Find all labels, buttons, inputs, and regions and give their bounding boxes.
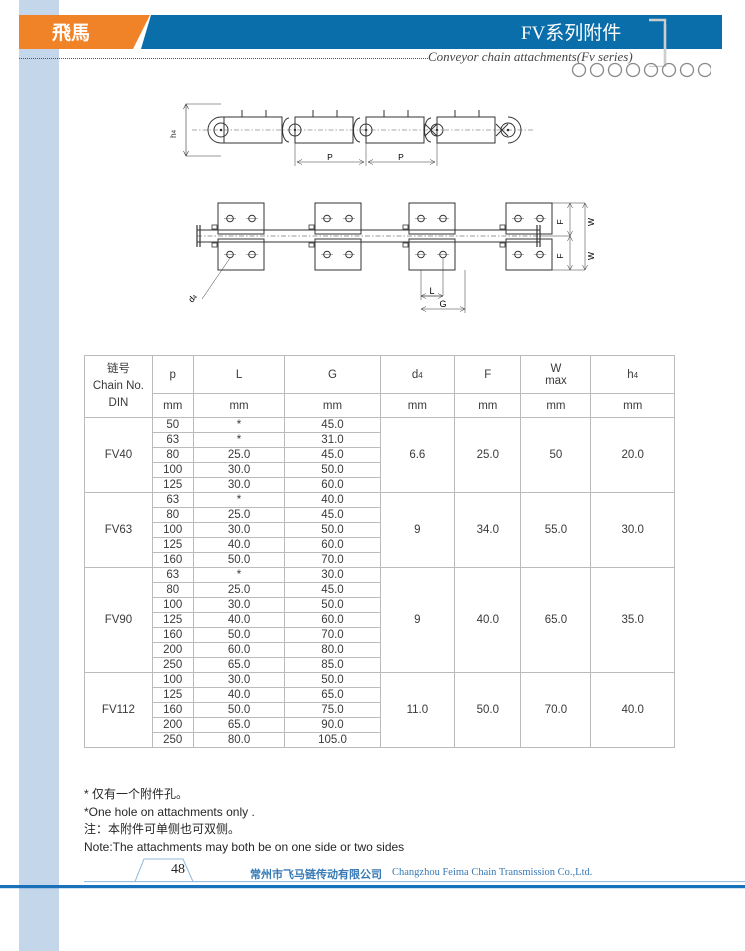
svg-text:W: W <box>586 218 596 226</box>
svg-text:F: F <box>555 253 565 258</box>
svg-text:d4: d4 <box>186 291 199 304</box>
svg-text:h4: h4 <box>168 129 178 138</box>
svg-text:P: P <box>398 152 404 162</box>
svg-text:FV系列附件: FV系列附件 <box>521 22 621 44</box>
svg-text:L: L <box>429 286 434 296</box>
svg-text:F: F <box>555 219 565 224</box>
svg-text:W: W <box>586 252 596 260</box>
svg-text:飛馬: 飛馬 <box>52 22 90 44</box>
svg-text:P: P <box>327 152 333 162</box>
svg-text:G: G <box>439 299 446 309</box>
